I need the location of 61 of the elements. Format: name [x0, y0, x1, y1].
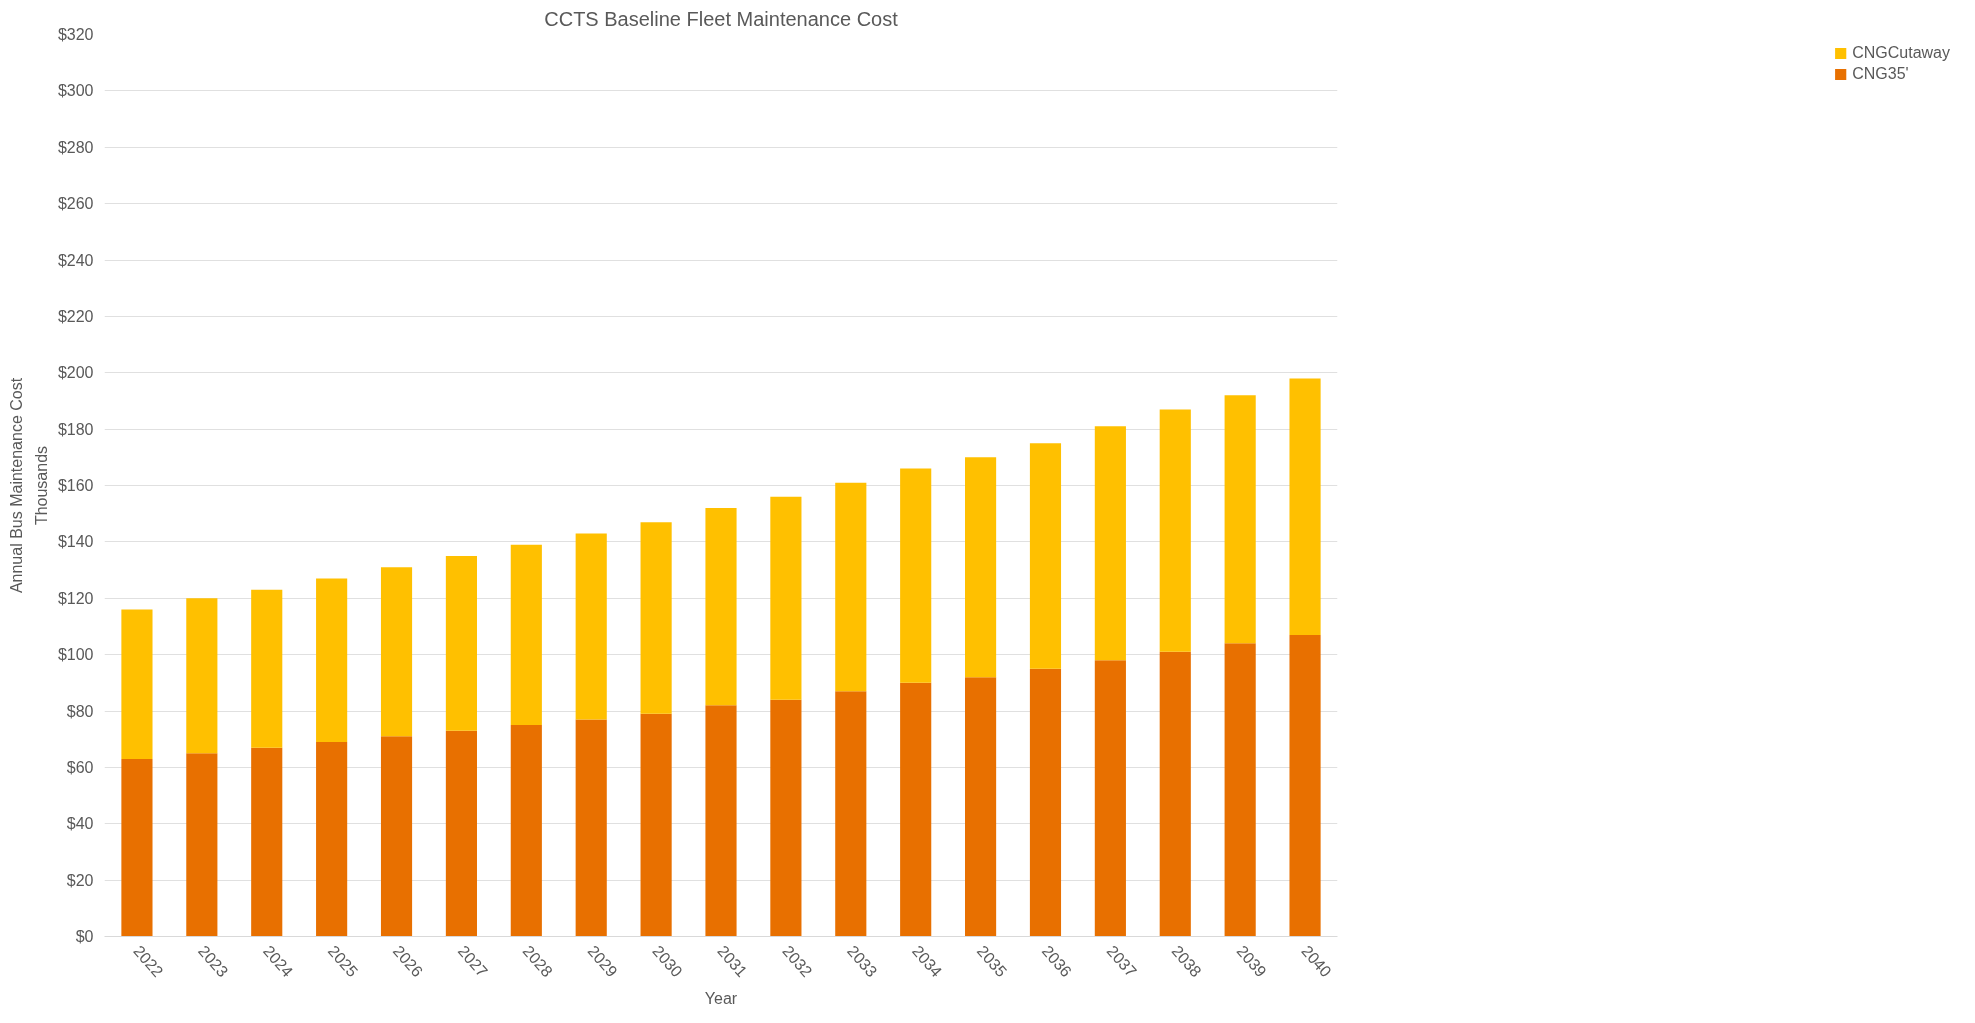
bar	[965, 677, 997, 937]
x-axis-title: Year	[704, 990, 738, 1008]
bar	[900, 682, 932, 937]
y-tick-label: $200	[57, 364, 94, 382]
y-tick-label: $100	[57, 646, 94, 664]
bar	[1289, 378, 1321, 635]
bar	[316, 578, 348, 743]
bar	[186, 598, 218, 754]
bar	[835, 482, 867, 692]
bar	[1224, 395, 1256, 644]
y-tick-label: $160	[57, 477, 94, 494]
bar	[186, 753, 218, 937]
y-tick-label: $180	[57, 420, 94, 438]
bar	[900, 468, 932, 683]
y-axis-title: Annual Bus Maintenance Cost	[7, 377, 25, 594]
bar	[1289, 634, 1321, 937]
bar	[705, 508, 737, 706]
bar	[510, 544, 542, 726]
bar	[1029, 668, 1062, 937]
y-tick-label: $80	[66, 702, 94, 720]
bar	[1029, 443, 1062, 669]
bar	[445, 555, 477, 731]
y-tick-label: $120	[57, 589, 94, 607]
bar	[380, 736, 413, 937]
bar	[575, 719, 607, 937]
bar	[316, 742, 348, 937]
y-tick-label: $40	[66, 815, 94, 833]
y-tick-label: $280	[57, 138, 94, 156]
bar	[770, 496, 802, 700]
bar	[640, 522, 672, 714]
bar	[770, 699, 802, 937]
bar	[965, 457, 997, 678]
bar	[640, 713, 672, 937]
chart-title: CCTS Baseline Fleet Maintenance Cost	[544, 7, 899, 30]
bar	[380, 567, 413, 737]
bar	[251, 589, 283, 748]
y-tick-label: $240	[57, 251, 94, 269]
bar	[121, 758, 153, 937]
y-tick-label: $20	[66, 871, 94, 889]
y-tick-label: $140	[57, 533, 94, 551]
bar	[121, 609, 153, 759]
bar	[510, 725, 542, 937]
bar	[1224, 643, 1256, 937]
bar	[445, 730, 477, 937]
y-tick-label: $320	[57, 26, 94, 43]
y-tick-label: $220	[57, 307, 94, 325]
bar	[1159, 409, 1191, 652]
bar	[251, 747, 283, 937]
y-tick-label: $300	[57, 82, 94, 100]
bar	[575, 533, 607, 720]
legend-label: CNGCutaway	[1852, 44, 1950, 62]
legend-label: CNG35'	[1852, 65, 1909, 83]
bar	[1094, 660, 1126, 937]
y-tick-label: $260	[57, 195, 94, 213]
y-tick-label: $0	[75, 928, 94, 945]
bar	[705, 705, 737, 937]
bar	[1094, 426, 1126, 661]
y-tick-label: $60	[66, 758, 94, 776]
bar	[835, 691, 867, 937]
text: Thousands	[32, 445, 50, 526]
bar	[1159, 651, 1191, 937]
